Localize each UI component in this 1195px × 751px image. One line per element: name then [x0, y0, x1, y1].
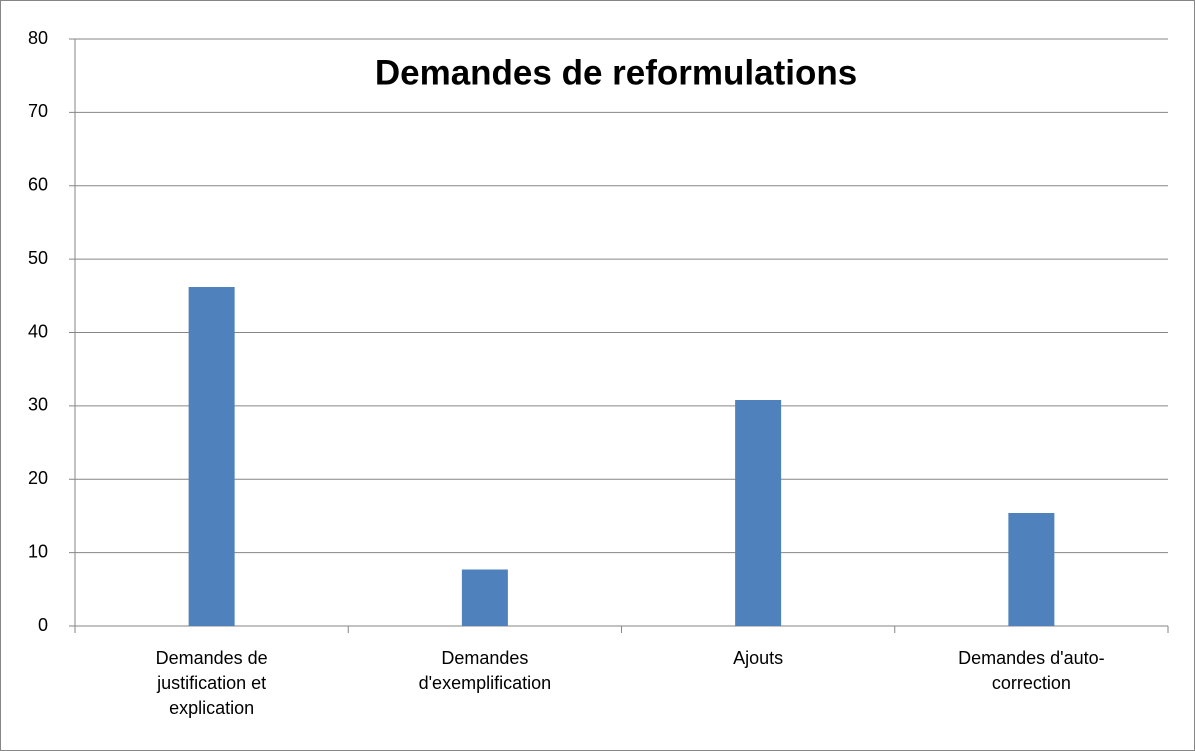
y-tick-label: 50 [28, 248, 48, 268]
y-tick-label: 10 [28, 541, 48, 561]
x-tick-label: Demandes de justification et explication [155, 648, 268, 718]
y-tick-label: 30 [28, 395, 48, 415]
y-tick-label: 80 [28, 28, 48, 48]
y-tick-label: 70 [28, 101, 48, 121]
bar [1008, 513, 1055, 626]
x-tick-label: Demandes d'exemplification [418, 648, 552, 693]
y-tick-label: 20 [28, 468, 48, 488]
y-tick-label: 0 [38, 615, 48, 635]
bar [735, 400, 782, 626]
bar [188, 287, 235, 626]
chart-title: Demandes de reformulations [375, 53, 857, 92]
y-tick-label: 60 [28, 175, 48, 195]
y-tick-label: 40 [28, 321, 48, 341]
bar [461, 569, 508, 626]
x-tick-label: Demandes d'auto-correction [958, 648, 1105, 693]
x-tick-label: Ajouts [733, 648, 784, 668]
